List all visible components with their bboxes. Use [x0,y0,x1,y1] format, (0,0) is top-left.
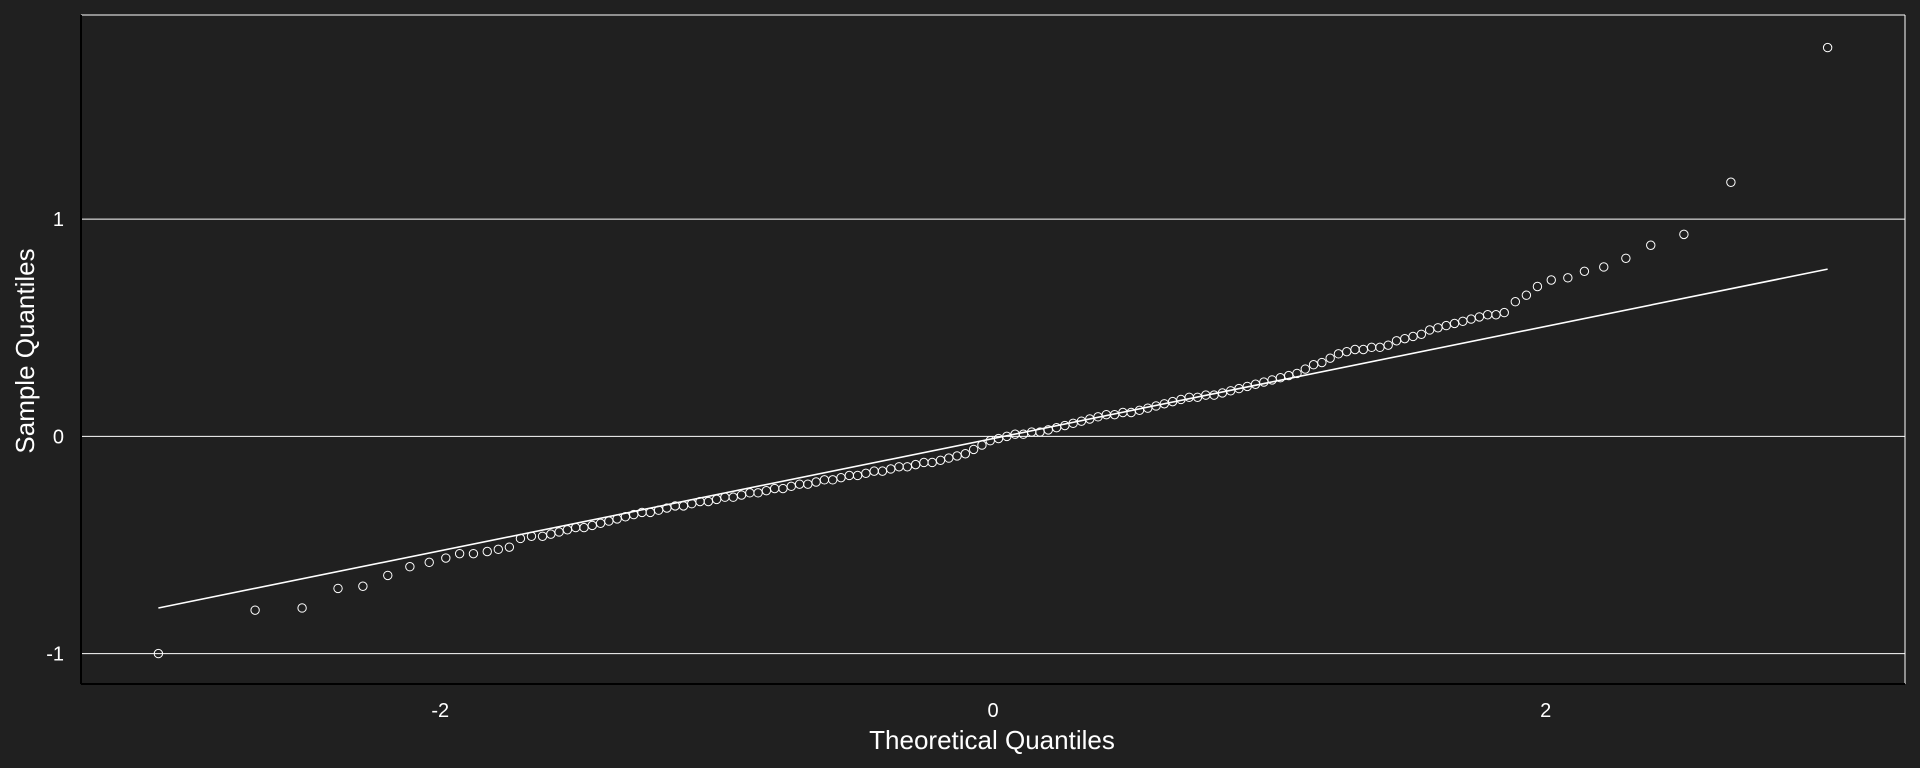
data-point [977,440,987,450]
data-point [1499,307,1509,318]
data-point [405,562,415,572]
data-point [1563,273,1573,283]
data-point [526,531,537,541]
data-point [1646,240,1656,250]
data-point [1416,329,1427,339]
data-point [482,546,492,557]
reference-line [158,268,1828,609]
data-point [1546,275,1556,285]
data-point [1679,229,1689,240]
data-point [504,542,515,552]
data-point [333,583,343,594]
tick-labels: -2 0 2 -1 0 1 [46,209,1551,722]
data-point [1325,353,1335,363]
y-axis-title: Sample Quantiles [10,248,40,453]
data-point [468,548,479,559]
data-point [1532,281,1543,292]
reference-line-group [158,268,1828,609]
data-point [1383,340,1393,350]
data-point [1822,42,1833,53]
data-point [493,544,504,555]
data-point [383,570,393,581]
data-point [297,603,307,613]
data-point [153,648,164,659]
data-point [1317,357,1327,368]
x-tick-label: -2 [431,700,449,722]
x-tick-label: 0 [987,700,998,722]
y-tick-label: 0 [53,426,64,448]
gridlines [81,218,1905,655]
data-point [454,548,465,559]
data-point [1621,253,1631,263]
x-axis-title: Theoretical Quantiles [869,725,1115,755]
data-point [250,605,260,615]
data-point [1292,368,1302,379]
data-point [1521,290,1532,300]
data-point [960,449,971,459]
data-point [1300,364,1310,374]
x-tick-label: 2 [1540,700,1551,722]
data-point [515,533,526,544]
data-point [968,444,979,455]
y-tick-label: -1 [46,644,64,666]
data-point [358,581,368,591]
data-point [1726,177,1736,187]
data-point [424,557,434,568]
data-point [1579,266,1590,277]
data-point [1510,297,1521,307]
data-points [153,42,1833,659]
y-tick-label: 1 [53,209,64,231]
plot-frame [80,14,1906,685]
data-point [1599,262,1609,272]
data-point [441,553,451,563]
